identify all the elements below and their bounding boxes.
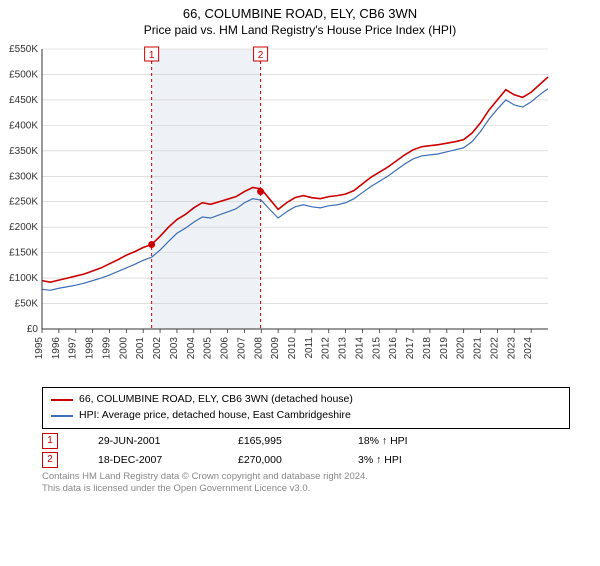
- svg-text:2023: 2023: [506, 337, 517, 360]
- svg-text:2001: 2001: [135, 337, 146, 360]
- svg-text:£300K: £300K: [9, 171, 38, 182]
- svg-text:£400K: £400K: [9, 120, 38, 131]
- transaction-hpi: 18% ↑ HPI: [358, 435, 438, 447]
- svg-text:£250K: £250K: [9, 197, 38, 208]
- page-subtitle: Price paid vs. HM Land Registry's House …: [0, 23, 600, 37]
- svg-text:1999: 1999: [101, 337, 112, 360]
- svg-text:2017: 2017: [405, 337, 416, 360]
- svg-text:£50K: £50K: [15, 299, 39, 310]
- transaction-table: 1 29-JUN-2001 £165,995 18% ↑ HPI 2 18-DE…: [42, 433, 570, 468]
- legend-swatch-property: [51, 399, 73, 401]
- svg-text:2008: 2008: [253, 337, 264, 360]
- svg-text:2015: 2015: [371, 337, 382, 360]
- svg-text:2018: 2018: [422, 337, 433, 360]
- transaction-date: 18-DEC-2007: [98, 454, 198, 466]
- legend-label: HPI: Average price, detached house, East…: [79, 408, 351, 424]
- svg-text:1995: 1995: [34, 337, 45, 360]
- transaction-price: £165,995: [238, 435, 318, 447]
- page-title: 66, COLUMBINE ROAD, ELY, CB6 3WN: [0, 6, 600, 21]
- transaction-date: 29-JUN-2001: [98, 435, 198, 447]
- transaction-price: £270,000: [238, 454, 318, 466]
- transaction-row: 1 29-JUN-2001 £165,995 18% ↑ HPI: [42, 433, 570, 449]
- svg-text:1: 1: [149, 50, 155, 61]
- svg-text:£550K: £550K: [9, 44, 38, 55]
- svg-text:£350K: £350K: [9, 146, 38, 157]
- footer-line: This data is licensed under the Open Gov…: [42, 483, 570, 495]
- legend-item: HPI: Average price, detached house, East…: [51, 408, 561, 424]
- legend: 66, COLUMBINE ROAD, ELY, CB6 3WN (detach…: [42, 387, 570, 429]
- svg-text:£450K: £450K: [9, 95, 38, 106]
- svg-text:2024: 2024: [523, 337, 534, 360]
- svg-text:2007: 2007: [236, 337, 247, 360]
- svg-text:1997: 1997: [68, 337, 79, 360]
- svg-text:2005: 2005: [203, 337, 214, 360]
- svg-text:2019: 2019: [439, 337, 450, 360]
- svg-text:2012: 2012: [321, 337, 332, 360]
- price-chart: £0 £50K £100K £150K £200K £250K £300K £350K £400…: [0, 41, 560, 381]
- svg-text:2004: 2004: [186, 337, 197, 360]
- svg-text:2020: 2020: [456, 337, 467, 360]
- transaction-row: 2 18-DEC-2007 £270,000 3% ↑ HPI: [42, 452, 570, 468]
- svg-text:2: 2: [258, 50, 264, 61]
- svg-text:1996: 1996: [51, 337, 62, 360]
- svg-text:2009: 2009: [270, 337, 281, 360]
- svg-text:2011: 2011: [304, 337, 315, 359]
- footer-line: Contains HM Land Registry data © Crown c…: [42, 471, 570, 483]
- svg-text:2003: 2003: [169, 337, 180, 360]
- svg-text:2022: 2022: [489, 337, 500, 360]
- svg-text:2010: 2010: [287, 337, 298, 360]
- svg-text:2014: 2014: [354, 337, 365, 360]
- legend-swatch-hpi: [51, 415, 73, 417]
- footer: Contains HM Land Registry data © Crown c…: [42, 471, 570, 496]
- transaction-badge-2: 2: [42, 452, 58, 468]
- svg-text:2021: 2021: [473, 337, 484, 360]
- legend-item: 66, COLUMBINE ROAD, ELY, CB6 3WN (detach…: [51, 392, 561, 408]
- svg-text:£200K: £200K: [9, 222, 38, 233]
- svg-text:£0: £0: [27, 324, 39, 335]
- svg-text:2016: 2016: [388, 337, 399, 360]
- transaction-hpi: 3% ↑ HPI: [358, 454, 438, 466]
- svg-text:1998: 1998: [85, 337, 96, 360]
- svg-text:£100K: £100K: [9, 273, 38, 284]
- svg-text:2013: 2013: [338, 337, 349, 360]
- svg-text:2000: 2000: [118, 337, 129, 360]
- chart-container: 66, COLUMBINE ROAD, ELY, CB6 3WN Price p…: [0, 6, 600, 566]
- svg-text:£150K: £150K: [9, 248, 38, 259]
- svg-text:2006: 2006: [220, 337, 231, 360]
- svg-text:2002: 2002: [152, 337, 163, 360]
- transaction-badge-1: 1: [42, 433, 58, 449]
- svg-text:£500K: £500K: [9, 69, 38, 80]
- legend-label: 66, COLUMBINE ROAD, ELY, CB6 3WN (detach…: [79, 392, 353, 408]
